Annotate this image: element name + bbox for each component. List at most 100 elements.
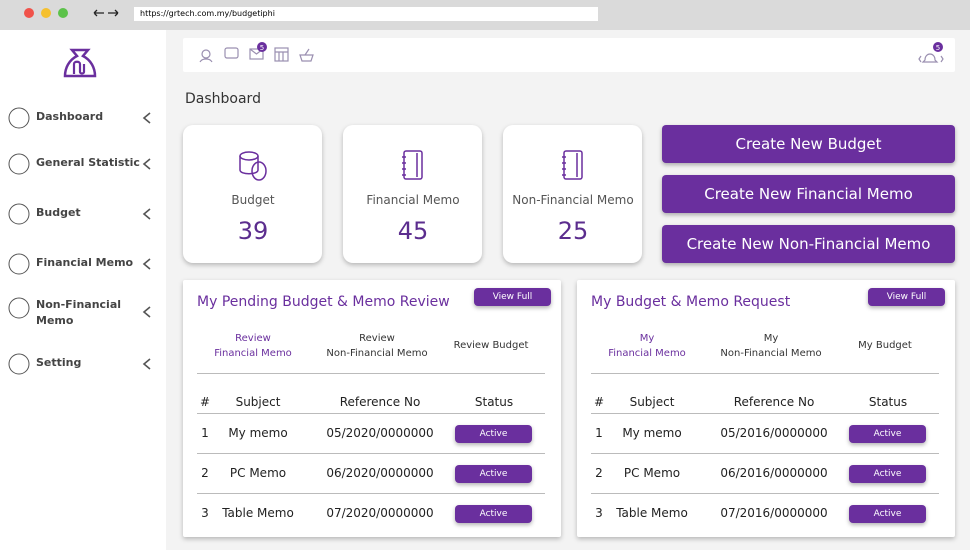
chevron [142,306,151,318]
url-bar[interactable]: https://grtech.com.my/budgetiphi [134,7,598,21]
nav-icon [8,253,30,275]
sidebar-label: Budget [36,206,81,219]
tab[interactable]: My Non-Financial Memo [711,330,831,364]
table-cell: 06/2020/0000000 [326,466,434,480]
divider [591,493,939,494]
stat-icon [239,151,267,181]
panel: My Budget & Memo Request View Full My Finan… [577,280,955,537]
action-button[interactable]: Create New Financial Memo [662,175,955,213]
tab-label: Financial Memo [214,348,292,359]
column-header: Subject [235,395,281,409]
window-controls [24,8,119,18]
table-cell: My memo [622,426,682,440]
table-cell: 07/2016/0000000 [720,506,828,520]
stat-icon [402,150,423,180]
column-header: Reference No [339,395,421,409]
divider [591,373,939,374]
table-cell: 3 [201,506,209,520]
column-header: Status [868,395,908,409]
sidebar-label: Dashboard [36,110,104,123]
browser-bar: https://grtech.com.my/budgetiphi [0,0,970,30]
view-full-button[interactable]: View Full [868,288,945,306]
sidebar-item[interactable]: Dashboard [0,104,166,132]
stat-value: 45 [397,217,429,245]
status-badge: Active [849,505,926,523]
logo [63,48,97,78]
divider [197,453,545,454]
stat-value: 25 [557,217,589,245]
sidebar-item[interactable]: General Statistic [0,150,166,178]
stat-card[interactable]: Financial Memo 45 [343,125,482,263]
toolbar-icons: 5 5 [199,42,944,63]
stat-card[interactable]: Non-Financial Memo 25 [503,125,642,263]
tab-label: Non-Financial Memo [720,348,822,359]
tab-label: Review [235,333,271,344]
tab[interactable]: Review Budget [431,330,551,364]
divider [197,373,545,374]
stat-icon [562,150,583,180]
tab[interactable]: Review Financial Memo [193,330,313,364]
stat-value: 39 [237,217,269,245]
table-cell: 3 [595,506,603,520]
status-badge: Active [455,465,532,483]
sidebar-item[interactable]: Budget [0,200,166,228]
sidebar-label: Setting [36,356,82,369]
table-cell: 05/2016/0000000 [720,426,828,440]
action-button[interactable]: Create New Non-Financial Memo [662,225,955,263]
status-badge: Active [455,505,532,523]
badge: 5 [260,44,264,52]
table-cell: 07/2020/0000000 [326,506,434,520]
panel-title: My Pending Budget & Memo Review [197,294,450,310]
tab[interactable]: Review Non-Financial Memo [317,330,437,364]
table-cell: Table Memo [222,506,294,520]
chevron [142,258,151,270]
column-header: # [593,395,605,409]
tab[interactable]: My Budget [825,330,945,364]
nav-icon [8,353,30,375]
divider [591,453,939,454]
sidebar-label: General Statistic [36,156,140,169]
view-full-button[interactable]: View Full [474,288,551,306]
divider [197,493,545,494]
tab-label: Non-Financial Memo [326,348,428,359]
table-cell: 2 [595,466,603,480]
sidebar-item[interactable]: Financial Memo [0,250,166,278]
table-cell: PC Memo [229,466,287,480]
toolbar: 5 5 [183,38,955,72]
stat-card[interactable]: Budget 39 [183,125,322,263]
table-cell: 1 [201,426,209,440]
tab[interactable]: My Financial Memo [587,330,707,364]
status-badge: Active [849,465,926,483]
sidebar-item[interactable]: Setting [0,350,166,378]
page-title: Dashboard [185,91,261,107]
status-badge: Active [455,425,532,443]
tab-label: Financial Memo [608,348,686,359]
sidebar-item[interactable]: Non-Financial Memo [0,292,166,336]
nav-icon [8,297,30,319]
sidebar-label: Memo [36,314,74,327]
tab-label: My [639,333,655,344]
stat-label: Financial Memo [366,193,460,207]
panel-title: My Budget & Memo Request [591,294,791,310]
chevron [142,158,151,170]
action-button[interactable]: Create New Budget [662,125,955,163]
column-header: Subject [629,395,675,409]
tab-label: Review [359,333,395,344]
nav-icon [8,203,30,225]
divider [197,413,545,414]
table-cell: Table Memo [616,506,688,520]
nav-icon [8,153,30,175]
chevron [142,358,151,370]
table-cell: 06/2016/0000000 [720,466,828,480]
stat-label: Non-Financial Memo [512,193,634,207]
divider [591,413,939,414]
table-cell: My memo [228,426,288,440]
badge: 5 [936,44,940,52]
status-badge: Active [849,425,926,443]
panel: My Pending Budget & Memo Review View Full… [183,280,561,537]
sidebar-label: Financial Memo [36,256,134,269]
chevron [142,208,151,220]
column-header: # [199,395,211,409]
sidebar-label: Non-Financial [36,298,122,311]
